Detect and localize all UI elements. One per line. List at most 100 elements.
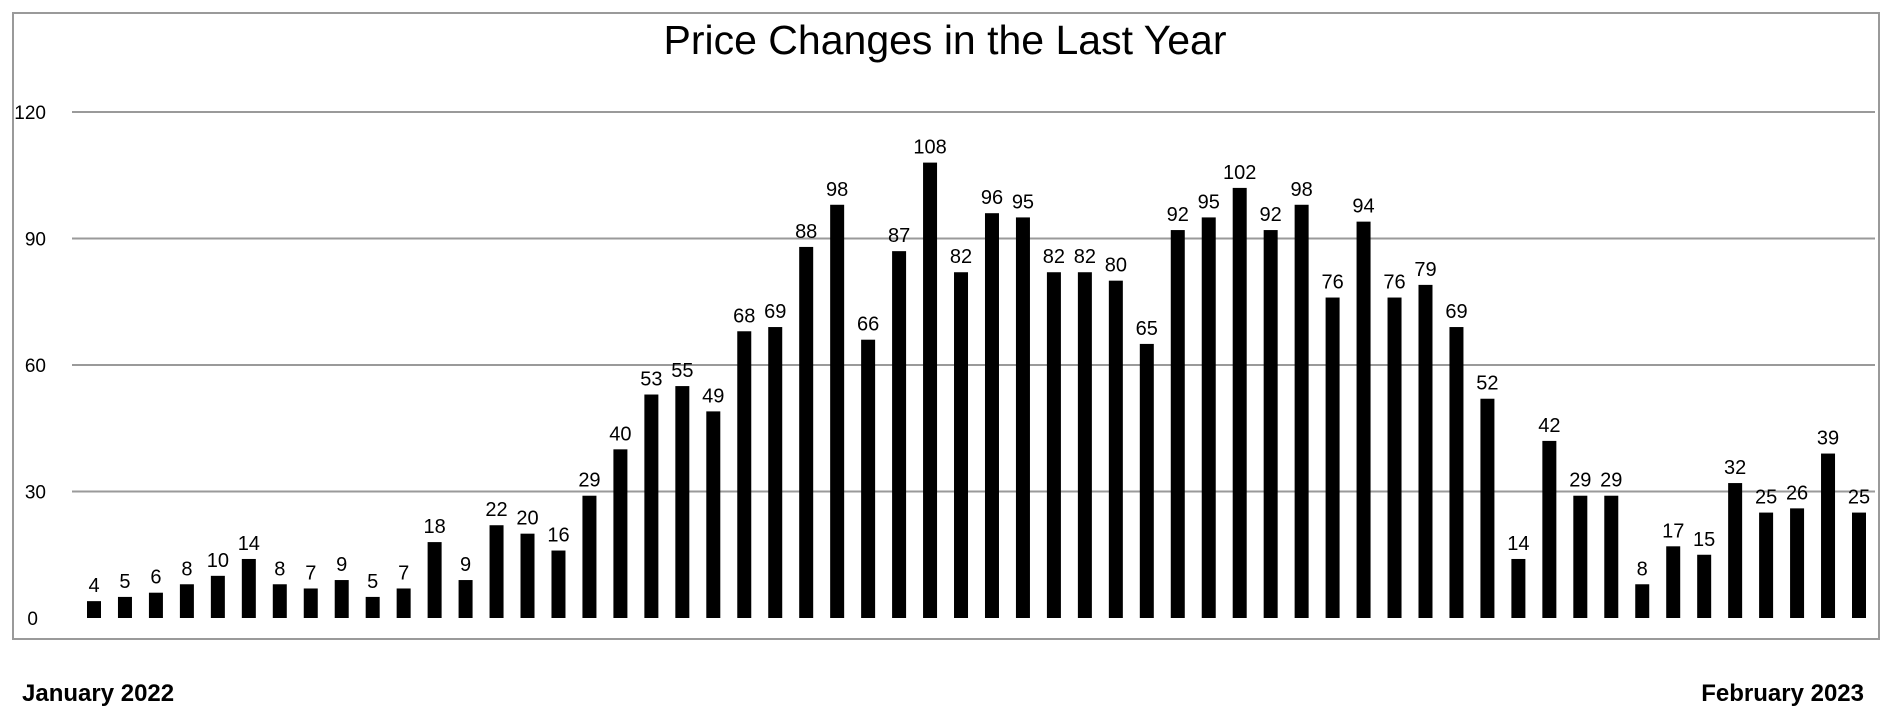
bar: [1449, 327, 1464, 618]
bar: [148, 592, 163, 618]
data-label: 29: [1600, 470, 1622, 492]
data-label: 26: [1786, 482, 1808, 504]
y-tick-label: 90: [25, 230, 46, 251]
bar: [984, 213, 999, 618]
bar: [582, 495, 597, 618]
data-label: 92: [1167, 204, 1189, 226]
data-label: 42: [1538, 415, 1560, 437]
data-label: 79: [1414, 259, 1436, 281]
bar: [892, 251, 907, 618]
bar: [489, 525, 504, 618]
bar: [1294, 204, 1309, 618]
bar: [1418, 284, 1433, 618]
bar: [861, 339, 876, 618]
data-label: 88: [795, 221, 817, 243]
bar: [396, 588, 411, 618]
bar: [675, 386, 690, 618]
data-label: 102: [1223, 162, 1256, 184]
data-label: 68: [733, 305, 755, 327]
data-label: 53: [640, 369, 662, 391]
data-label: 32: [1724, 457, 1746, 479]
bar: [923, 162, 938, 618]
bar: [644, 394, 659, 618]
bar: [1139, 343, 1154, 618]
data-label: 22: [485, 499, 507, 521]
bar: [1046, 272, 1061, 618]
bar: [1511, 558, 1526, 618]
data-label: 9: [460, 554, 471, 576]
data-label: 25: [1755, 487, 1777, 509]
data-label: 25: [1848, 487, 1870, 509]
data-label: 69: [764, 301, 786, 323]
bar: [1232, 187, 1247, 618]
data-label: 69: [1445, 301, 1467, 323]
bar: [87, 601, 101, 618]
bar: [334, 580, 349, 618]
bar: [1759, 512, 1774, 618]
data-label: 15: [1693, 529, 1715, 551]
data-label: 96: [981, 187, 1003, 209]
data-label: 6: [150, 567, 161, 589]
chart-title: Price Changes in the Last Year: [664, 17, 1227, 63]
data-label: 8: [1637, 558, 1648, 580]
data-label: 10: [207, 550, 229, 572]
data-label: 76: [1383, 272, 1405, 294]
data-label: 87: [888, 225, 910, 247]
data-label: 80: [1105, 255, 1127, 277]
data-label: 40: [609, 423, 631, 445]
bar: [1201, 217, 1216, 618]
bar: [241, 558, 256, 618]
bar: [1263, 230, 1278, 619]
y-tick-label: 30: [25, 483, 46, 504]
bar: [1666, 546, 1681, 618]
bar: [272, 584, 287, 618]
data-label: 82: [950, 246, 972, 268]
data-label: 14: [238, 533, 260, 555]
bar: [117, 596, 132, 618]
data-label: 7: [398, 562, 409, 584]
bar: [1108, 280, 1123, 618]
bar: [1821, 453, 1836, 618]
data-label: 29: [578, 470, 600, 492]
bar: [1480, 398, 1495, 618]
data-label: 8: [181, 558, 192, 580]
bar: [1852, 512, 1866, 618]
bar: [799, 246, 814, 618]
data-label: 65: [1136, 318, 1158, 340]
y-tick-label: 120: [14, 103, 46, 124]
data-label: 52: [1476, 373, 1498, 395]
bar: [365, 596, 380, 618]
data-label: 92: [1260, 204, 1282, 226]
data-label: 76: [1321, 272, 1343, 294]
bar: [1387, 297, 1402, 618]
bar: [1015, 217, 1030, 618]
data-label: 95: [1012, 191, 1034, 213]
bar: [1604, 495, 1619, 618]
data-label: 8: [274, 558, 285, 580]
data-label: 5: [367, 571, 378, 593]
bar: [458, 580, 473, 618]
data-label: 82: [1074, 246, 1096, 268]
data-label: 94: [1352, 196, 1374, 218]
data-label: 4: [88, 575, 99, 597]
data-label: 49: [702, 385, 724, 407]
bar: [954, 272, 969, 618]
data-label: 14: [1507, 533, 1529, 555]
bar: [737, 331, 752, 618]
gridlines: 0 30 60 90 120: [14, 103, 1875, 630]
x-start-label: January 2022: [22, 680, 175, 707]
data-label: 98: [1291, 179, 1313, 201]
bar: [520, 533, 535, 618]
bar: [1728, 483, 1743, 618]
data-label: 16: [547, 525, 569, 547]
data-label: 18: [423, 516, 445, 538]
data-label: 7: [305, 562, 316, 584]
data-label: 29: [1569, 470, 1591, 492]
bar: [830, 204, 845, 618]
bar: [1325, 297, 1340, 618]
bar: [1573, 495, 1588, 618]
bar: [613, 449, 628, 618]
data-label: 82: [1043, 246, 1065, 268]
